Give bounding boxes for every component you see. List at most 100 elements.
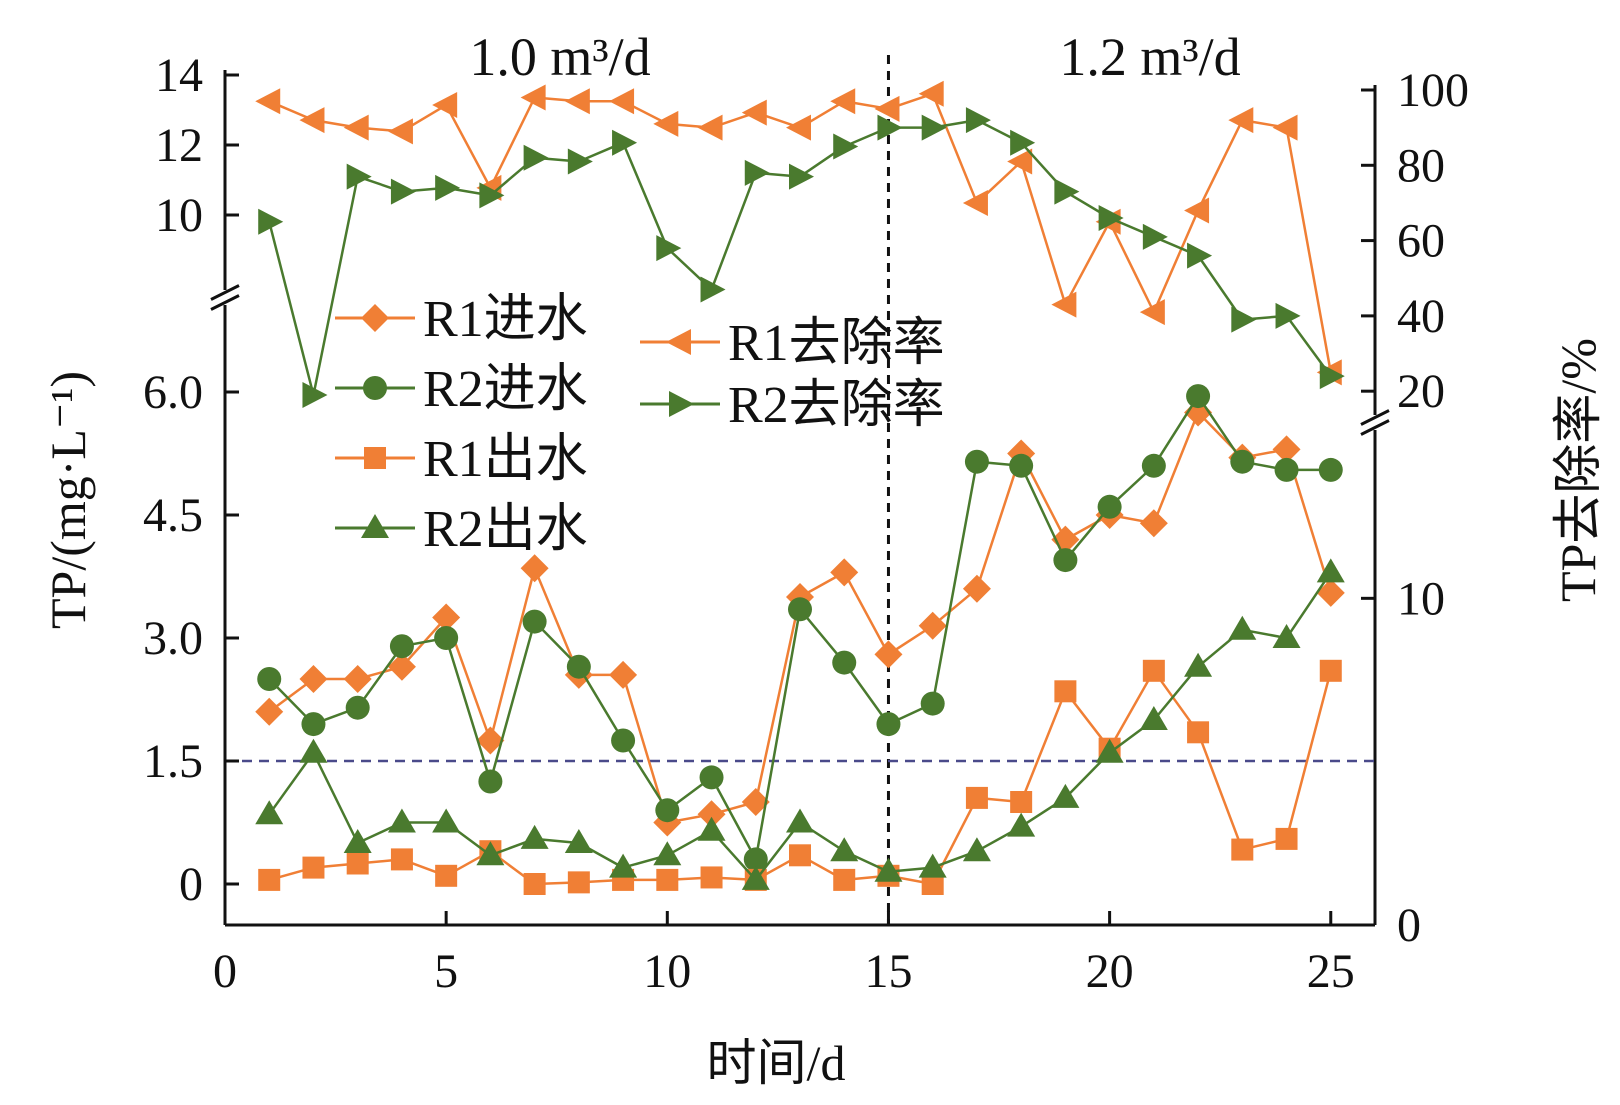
series-point bbox=[346, 163, 372, 190]
legend-swatch-marker bbox=[364, 447, 386, 469]
x-tick-label: 20 bbox=[1086, 945, 1134, 998]
left-tick-label: 4.5 bbox=[143, 489, 203, 542]
series-point bbox=[1139, 706, 1168, 730]
series-point bbox=[962, 837, 991, 862]
series-point bbox=[964, 449, 989, 474]
series-point bbox=[962, 574, 991, 603]
left-tick-label: 10 bbox=[155, 189, 203, 242]
legend-label: R2出水 bbox=[423, 501, 588, 558]
left-tick-label: 14 bbox=[155, 49, 203, 102]
plot-frame bbox=[210, 70, 1390, 927]
series-point bbox=[653, 110, 679, 137]
series-point bbox=[921, 114, 947, 141]
series-point bbox=[432, 603, 461, 632]
left-axis-break-b bbox=[210, 294, 240, 311]
series-point bbox=[697, 114, 723, 141]
series-point bbox=[520, 554, 549, 583]
legend-label: R1去除率 bbox=[728, 315, 945, 372]
series-point bbox=[479, 182, 505, 209]
series-point bbox=[1187, 242, 1213, 269]
series-point bbox=[1007, 812, 1036, 837]
series-point bbox=[346, 852, 369, 875]
right-tick-label: 0 bbox=[1397, 899, 1421, 952]
series-point bbox=[387, 118, 413, 145]
series-point bbox=[741, 99, 767, 126]
series-point bbox=[833, 133, 859, 160]
series-point bbox=[655, 798, 680, 823]
series-point bbox=[697, 816, 726, 841]
series-point bbox=[786, 808, 814, 833]
series-point bbox=[1139, 299, 1165, 326]
series-point bbox=[1054, 680, 1077, 703]
series-point bbox=[788, 597, 812, 622]
series-point bbox=[299, 665, 328, 693]
series-point bbox=[476, 841, 505, 866]
series-point bbox=[389, 634, 414, 659]
legend-item-b0: R1去除率 bbox=[640, 315, 945, 372]
series-point bbox=[830, 558, 859, 587]
legend-swatch-marker bbox=[669, 391, 694, 417]
series-point bbox=[567, 871, 590, 894]
series-point bbox=[877, 114, 903, 141]
series-point bbox=[258, 868, 281, 891]
series-point bbox=[700, 866, 723, 889]
series-point bbox=[874, 95, 900, 122]
legend-swatch-marker bbox=[363, 376, 387, 400]
series-point bbox=[1228, 615, 1257, 640]
series-point bbox=[874, 857, 903, 882]
series-point bbox=[743, 847, 768, 872]
series-point bbox=[343, 829, 372, 853]
series-point bbox=[609, 88, 635, 115]
series-point bbox=[1010, 791, 1033, 813]
series-5 bbox=[255, 80, 1342, 386]
series-point bbox=[1009, 453, 1034, 478]
legend-item-a2: R1出水 bbox=[335, 431, 588, 488]
series-point bbox=[1272, 435, 1301, 464]
left-axis-break-a bbox=[210, 284, 240, 301]
series-point bbox=[699, 765, 724, 790]
series-point bbox=[1319, 363, 1345, 390]
series-point bbox=[1098, 205, 1124, 231]
series-2 bbox=[257, 384, 1343, 872]
series-point bbox=[1231, 306, 1257, 333]
series-point bbox=[741, 865, 770, 890]
series-point bbox=[656, 235, 682, 262]
series-point bbox=[1230, 449, 1255, 474]
x-tick-label: 10 bbox=[643, 945, 691, 998]
right-tick-label: 100 bbox=[1397, 64, 1469, 117]
series-point bbox=[653, 841, 682, 866]
legend-item-a3: R2出水 bbox=[335, 501, 588, 558]
legend-swatch-marker bbox=[361, 514, 389, 538]
series-4 bbox=[255, 558, 1345, 890]
series-point bbox=[611, 728, 636, 753]
series-point bbox=[1319, 659, 1342, 682]
series-point bbox=[1142, 659, 1165, 682]
series-point bbox=[1275, 302, 1301, 329]
series-point bbox=[1272, 624, 1301, 648]
series-point bbox=[1228, 107, 1254, 134]
legend-item-a0: R1进水 bbox=[335, 291, 588, 348]
series-point bbox=[1274, 457, 1299, 482]
x-axis-title: 时间/d bbox=[707, 1035, 846, 1091]
legend-item-a1: R2进水 bbox=[335, 361, 588, 418]
series-point bbox=[1272, 114, 1298, 141]
left-tick-label: 12 bbox=[155, 119, 203, 172]
legend-label: R2去除率 bbox=[728, 377, 945, 434]
series-point bbox=[921, 873, 944, 895]
series-point bbox=[700, 276, 726, 303]
series-point bbox=[390, 848, 413, 871]
series-point bbox=[965, 786, 988, 809]
series-point bbox=[1231, 838, 1254, 861]
series-point bbox=[1053, 548, 1078, 573]
series-point bbox=[1010, 129, 1036, 156]
right-tick-label: 20 bbox=[1397, 365, 1445, 418]
series-point bbox=[697, 800, 726, 829]
series-point bbox=[965, 107, 991, 134]
series-point bbox=[832, 650, 857, 675]
series-point bbox=[343, 114, 369, 141]
x-tick-label: 25 bbox=[1307, 945, 1355, 998]
right-tick-label: 10 bbox=[1397, 572, 1445, 625]
series-point bbox=[390, 178, 416, 205]
